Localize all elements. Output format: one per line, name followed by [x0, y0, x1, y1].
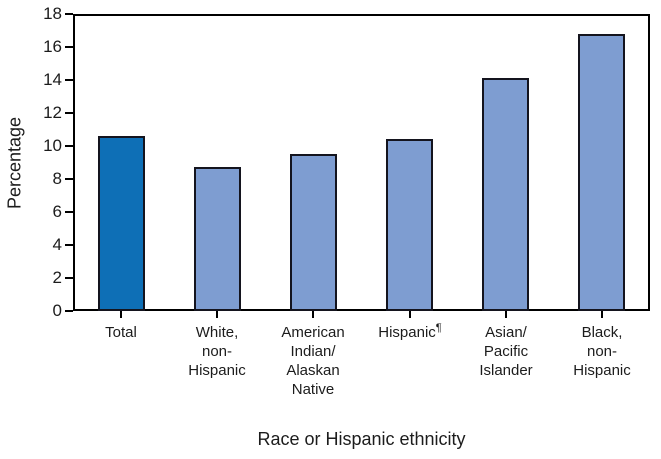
y-tick-mark [65, 13, 73, 15]
x-axis-title: Race or Hispanic ethnicity [257, 429, 466, 449]
y-tick-mark [65, 145, 73, 147]
x-tick-mark [312, 311, 314, 318]
y-tick-mark [65, 46, 73, 48]
y-tick-label: 6 [52, 202, 62, 221]
x-tick-mark [505, 311, 507, 318]
x-category-label: White, non- Hispanic [188, 324, 246, 379]
x-category-label: Total [105, 324, 137, 341]
y-axis-title: Percentage [4, 116, 25, 209]
x-tick-mark [120, 311, 122, 318]
x-category-label: Asian/Pacific Islander [479, 324, 533, 379]
x-category-label: Black, non- Hispanic [573, 324, 631, 379]
x-category-label: American Indian/Alaskan Native [281, 324, 345, 398]
x-category-label: Hispanic¶ [378, 322, 442, 342]
y-tick-mark [65, 79, 73, 81]
x-tick-mark [216, 311, 218, 318]
y-tick-label: 8 [52, 169, 62, 188]
bar [482, 78, 529, 311]
bar [386, 139, 433, 311]
x-tick-mark [601, 311, 603, 318]
y-tick-mark [65, 211, 73, 213]
y-tick-label: 0 [52, 301, 62, 320]
bar [98, 136, 145, 311]
footnote-marker: ¶ [435, 322, 442, 334]
bar [578, 34, 625, 311]
y-tick-mark [65, 244, 73, 246]
y-tick-mark [65, 277, 73, 279]
y-tick-label: 12 [43, 103, 62, 122]
y-tick-label: 2 [52, 268, 62, 287]
y-tick-label: 10 [43, 136, 62, 155]
y-tick-label: 16 [43, 37, 62, 56]
y-tick-mark [65, 310, 73, 312]
y-tick-mark [65, 112, 73, 114]
y-tick-label: 18 [43, 4, 62, 23]
plot-area [73, 14, 650, 311]
bar [194, 167, 241, 311]
y-tick-mark [65, 178, 73, 180]
y-tick-label: 14 [43, 70, 62, 89]
y-tick-label: 4 [52, 235, 62, 254]
x-tick-mark [409, 311, 411, 318]
bar [290, 154, 337, 311]
